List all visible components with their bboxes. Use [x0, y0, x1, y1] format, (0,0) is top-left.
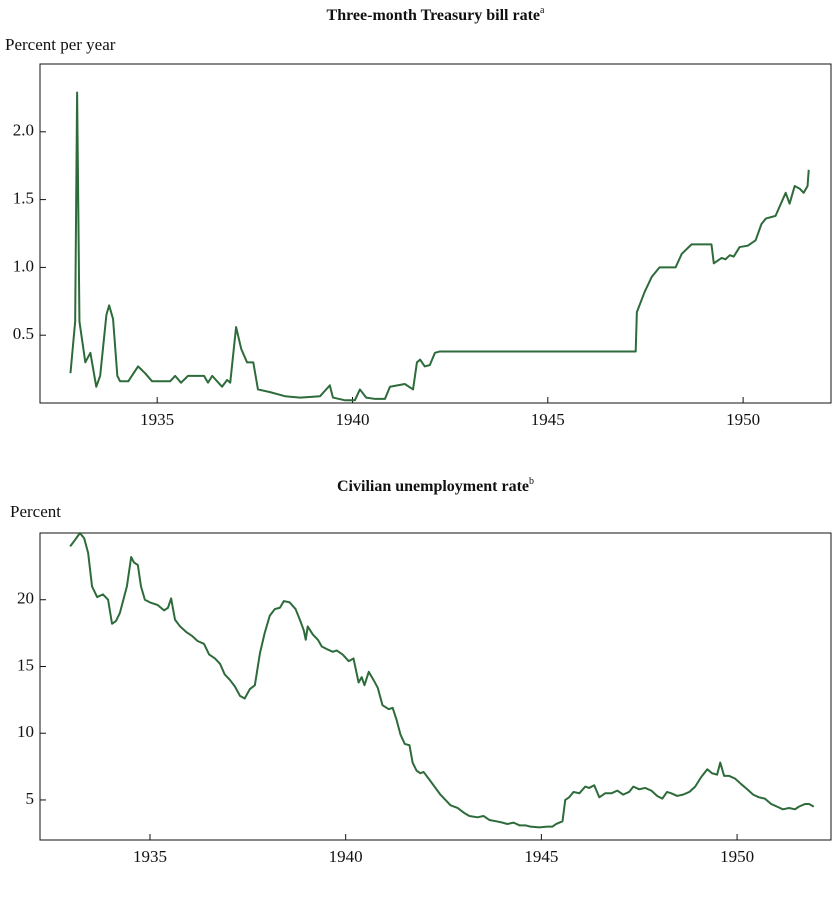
title-text: Civilian unemployment rate: [337, 478, 529, 495]
x-tick-label: 1950: [726, 410, 760, 429]
x-tick-label: 1940: [335, 410, 369, 429]
plot-frame: [39, 63, 832, 404]
chart-title: Three-month Treasury bill ratea: [327, 5, 545, 23]
y-tick-label: 5: [26, 789, 35, 808]
chart: Three-month Treasury bill ratea Percent p…: [5, 5, 832, 429]
title-note: a: [540, 5, 545, 16]
x-tick-label: 1935: [140, 410, 174, 429]
data-line: [69, 532, 815, 829]
x-tick-label: 1940: [329, 847, 363, 866]
y-tick-label: 2.0: [13, 121, 34, 140]
y-axis-label: Percent per year: [5, 35, 116, 54]
x-tick-label: 1950: [720, 847, 754, 866]
y-tick-label: 0.5: [13, 324, 34, 343]
y-tick-label: 1.5: [13, 189, 34, 208]
x-tick-label: 1945: [531, 410, 565, 429]
y-axis-label: Percent: [10, 502, 61, 521]
chart-title: Civilian unemployment rateb: [337, 476, 534, 494]
data-line: [69, 91, 810, 402]
title-note: b: [529, 476, 534, 487]
y-tick-label: 10: [17, 722, 34, 741]
y-tick-label: 1.0: [13, 256, 34, 275]
title-text: Three-month Treasury bill rate: [327, 7, 540, 24]
y-tick-label: 20: [17, 589, 34, 608]
x-tick-label: 1935: [133, 847, 167, 866]
chart: Civilian unemployment rateb Percent 5 10 15 2…: [10, 476, 832, 866]
y-tick-label: 15: [17, 655, 34, 674]
plot-frame: [39, 532, 832, 841]
x-tick-label: 1945: [524, 847, 558, 866]
